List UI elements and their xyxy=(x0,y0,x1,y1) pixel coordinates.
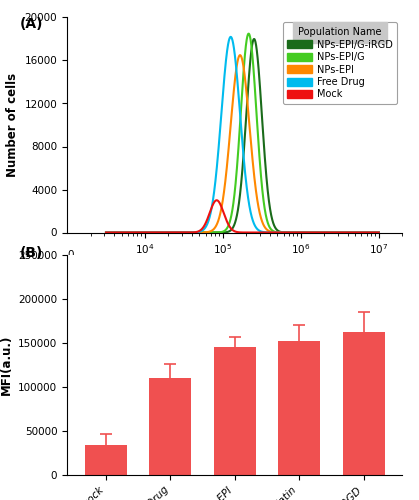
Bar xyxy=(149,378,191,475)
Bar xyxy=(85,445,127,475)
X-axis label: EPI Fluorescence: EPI Fluorescence xyxy=(175,262,294,274)
Text: (B): (B) xyxy=(20,246,44,260)
Text: 0: 0 xyxy=(67,250,74,260)
Bar xyxy=(278,341,320,475)
Bar xyxy=(214,348,256,475)
Text: (A): (A) xyxy=(20,18,44,32)
Legend: NPs-EPI/G-iRGD, NPs-EPI/G, NPs-EPI, Free Drug, Mock: NPs-EPI/G-iRGD, NPs-EPI/G, NPs-EPI, Free… xyxy=(282,22,397,104)
Y-axis label: Number of cells: Number of cells xyxy=(6,73,19,177)
Bar xyxy=(343,332,385,475)
Y-axis label: MFI(a.u.): MFI(a.u.) xyxy=(0,335,13,395)
